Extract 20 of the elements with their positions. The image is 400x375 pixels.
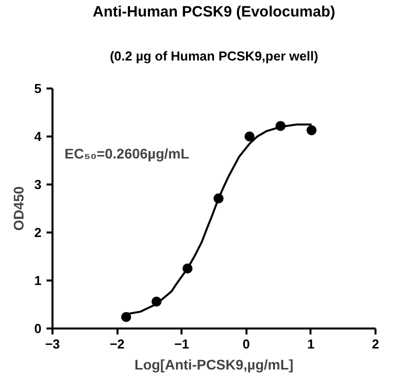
chart-title: Anti-Human PCSK9 (Evolocumab) <box>92 4 336 20</box>
y-tick-label: 3 <box>34 177 42 192</box>
y-tick-label: 5 <box>34 81 42 96</box>
point <box>121 312 132 322</box>
x-tick-label: 0 <box>242 336 250 352</box>
x-tick-label: −2 <box>110 336 125 352</box>
x-tick-label: −3 <box>45 336 60 352</box>
point <box>244 132 255 142</box>
x-tick-label: 1 <box>307 336 315 352</box>
y-tick-label: 1 <box>34 273 42 288</box>
y-tick-label: 2 <box>34 225 42 240</box>
x-axis-title: Log[Anti-PCSK9,µg/mL] <box>134 356 294 372</box>
chart-subtitle: (0.2 µg of Human PCSK9,per well) <box>110 48 318 64</box>
x-tick-label: 2 <box>372 336 380 352</box>
y-tick-label: 4 <box>34 129 42 144</box>
point <box>306 125 317 136</box>
y-axis-title: OD450 <box>10 186 26 231</box>
y-tick-label: 0 <box>34 321 42 336</box>
annotation: EC₅₀=0.2606µg/mL <box>64 146 190 162</box>
x-tick-label: −1 <box>174 336 190 352</box>
